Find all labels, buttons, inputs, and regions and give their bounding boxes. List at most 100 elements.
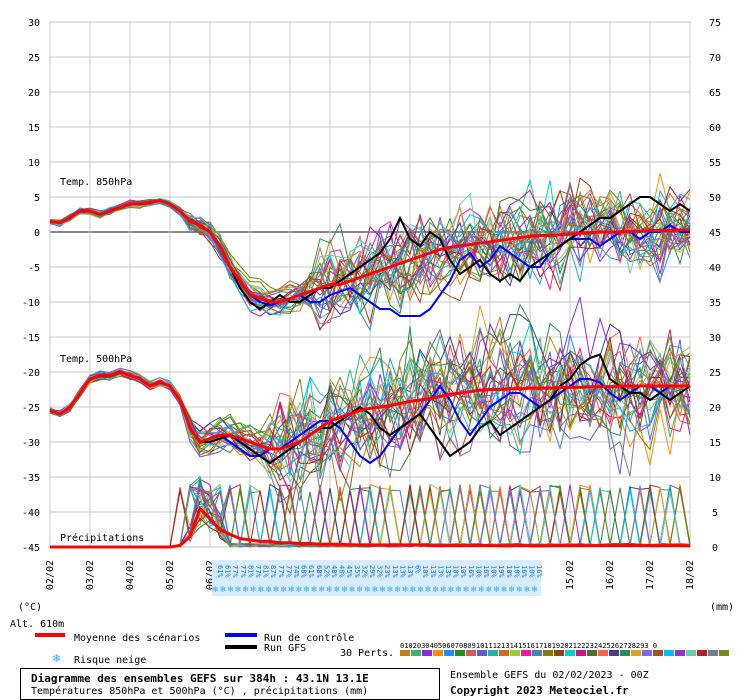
panel-label-500: Temp. 500hPa xyxy=(60,354,132,365)
x-tick-label: 15/02 xyxy=(565,560,576,590)
snow-risk-value: 87% xyxy=(269,565,277,578)
left-tick-label: 0 xyxy=(34,228,40,239)
panel-label-precip: Précipitations xyxy=(60,532,144,544)
legend-member-swatch xyxy=(631,650,641,656)
legend-member-swatch xyxy=(708,650,718,656)
snow-risk-icon: ❄ xyxy=(524,585,530,595)
snow-risk-value: 23% xyxy=(383,565,391,578)
snow-risk-icon: ❄ xyxy=(372,585,378,595)
left-tick-label: 25 xyxy=(28,53,40,64)
legend-member-swatch xyxy=(433,650,443,656)
snow-risk-icon: ❄ xyxy=(418,585,424,595)
right-tick-label: 25 xyxy=(709,368,721,379)
left-axis-unit: (°C) xyxy=(18,602,42,613)
right-tick-label: 70 xyxy=(709,53,721,64)
right-tick-label: 40 xyxy=(709,263,721,274)
legend-control-swatch xyxy=(225,633,257,637)
snow-risk-value: 10% xyxy=(452,565,460,578)
snowflake-icon: ❄ xyxy=(53,651,60,665)
snow-risk-icon: ❄ xyxy=(471,585,477,595)
snow-risk-icon: ❄ xyxy=(448,585,454,595)
snow-risk-icon: ❄ xyxy=(349,585,355,595)
snow-risk-icon: ❄ xyxy=(403,585,409,595)
mean-500-line xyxy=(49,370,690,451)
snow-risk-icon: ❄ xyxy=(220,585,226,595)
left-tick-label: 30 xyxy=(28,18,40,29)
snow-risk-value: 16% xyxy=(520,565,528,578)
snow-risk-value: 32% xyxy=(376,565,384,578)
right-tick-label: 10 xyxy=(709,473,721,484)
snow-risk-value: 77% xyxy=(254,565,262,578)
snow-risk-value: 81% xyxy=(246,565,254,578)
legend-member-swatches xyxy=(400,650,729,656)
snow-band-bg xyxy=(212,560,541,596)
x-tick-label: 05/02 xyxy=(165,560,176,590)
snow-risk-icon: ❄ xyxy=(251,585,257,595)
legend-mean-swatch xyxy=(35,633,65,637)
legend-member-swatch xyxy=(422,650,432,656)
right-tick-label: 20 xyxy=(709,403,721,414)
snow-risk-value: 10% xyxy=(474,565,482,578)
legend-control-label: Run de contrôle xyxy=(264,632,354,644)
right-tick-label: 75 xyxy=(709,18,721,29)
member-850-line xyxy=(49,192,691,304)
legend-member-swatch xyxy=(444,650,454,656)
snow-risk-value: 13% xyxy=(406,565,414,578)
snow-risk-icon: ❄ xyxy=(266,585,272,595)
mean-850-line xyxy=(49,198,690,304)
x-tick-label: 03/02 xyxy=(85,560,96,590)
snow-risk-value: 10% xyxy=(528,565,536,578)
snow-risk-icon: ❄ xyxy=(342,585,348,595)
legend-member-swatch xyxy=(455,650,465,656)
snow-risk-value: 13% xyxy=(429,565,437,578)
snow-risk-icon: ❄ xyxy=(494,585,500,595)
snow-risk-icon: ❄ xyxy=(273,585,279,595)
snow-risk-value: 16% xyxy=(482,565,490,578)
left-tick-label: -35 xyxy=(22,473,40,484)
snow-risk-value: 48% xyxy=(338,565,346,578)
snow-risk-value: 16% xyxy=(535,565,543,578)
left-tick-label: -15 xyxy=(22,333,40,344)
legend-mean-label: Moyenne des scénarios xyxy=(74,632,200,644)
snow-risk-value: 81% xyxy=(262,565,270,578)
x-tick-label: 06/02 xyxy=(205,560,216,590)
snow-risk-icon: ❄ xyxy=(327,585,333,595)
left-tick-label: -20 xyxy=(22,368,40,379)
snow-risk-value: 10% xyxy=(421,565,429,578)
legend-member-swatch xyxy=(521,650,531,656)
snow-risk-icon: ❄ xyxy=(463,585,469,595)
snow-risk-icon: ❄ xyxy=(357,585,363,595)
snow-risk-value: 13% xyxy=(436,565,444,578)
snow-risk-value: 68% xyxy=(300,565,308,578)
snow-risk-value: 35% xyxy=(353,565,361,578)
legend-perts-label: 30 Perts. xyxy=(340,648,394,659)
right-tick-label: 5 xyxy=(712,508,718,519)
legend-member-swatch xyxy=(565,650,575,656)
left-tick-label: 15 xyxy=(28,123,40,134)
snow-risk-value: 61% xyxy=(216,565,224,578)
legend-member-swatch xyxy=(686,650,696,656)
legend-member-swatch xyxy=(488,650,498,656)
snow-risk-icon: ❄ xyxy=(380,585,386,595)
mean-precip-line xyxy=(50,505,690,549)
snow-risk-icon: ❄ xyxy=(334,585,340,595)
snow-risk-icon: ❄ xyxy=(479,585,485,595)
snow-risk-value: 61% xyxy=(224,565,232,578)
snow-risk-icon: ❄ xyxy=(456,585,462,595)
snow-risk-icon: ❄ xyxy=(410,585,416,595)
footer-subtitle: Températures 850hPa et 500hPa (°C) , pré… xyxy=(31,686,369,697)
snow-risk-icon: ❄ xyxy=(509,585,515,595)
right-axis-unit: (mm) xyxy=(710,602,734,613)
right-tick-label: 15 xyxy=(709,438,721,449)
legend-member-swatch xyxy=(664,650,674,656)
snow-risk-icon: ❄ xyxy=(532,585,538,595)
snow-risk-icon: ❄ xyxy=(235,585,241,595)
snow-risk-icon: ❄ xyxy=(289,585,295,595)
snow-risk-icon: ❄ xyxy=(228,585,234,595)
snow-risk-icon: ❄ xyxy=(501,585,507,595)
snow-risk-icon: ❄ xyxy=(296,585,302,595)
altitude-label: Alt. 610m xyxy=(10,619,64,630)
snow-risk-value: 32% xyxy=(360,565,368,578)
snow-risk-icon: ❄ xyxy=(304,585,310,595)
